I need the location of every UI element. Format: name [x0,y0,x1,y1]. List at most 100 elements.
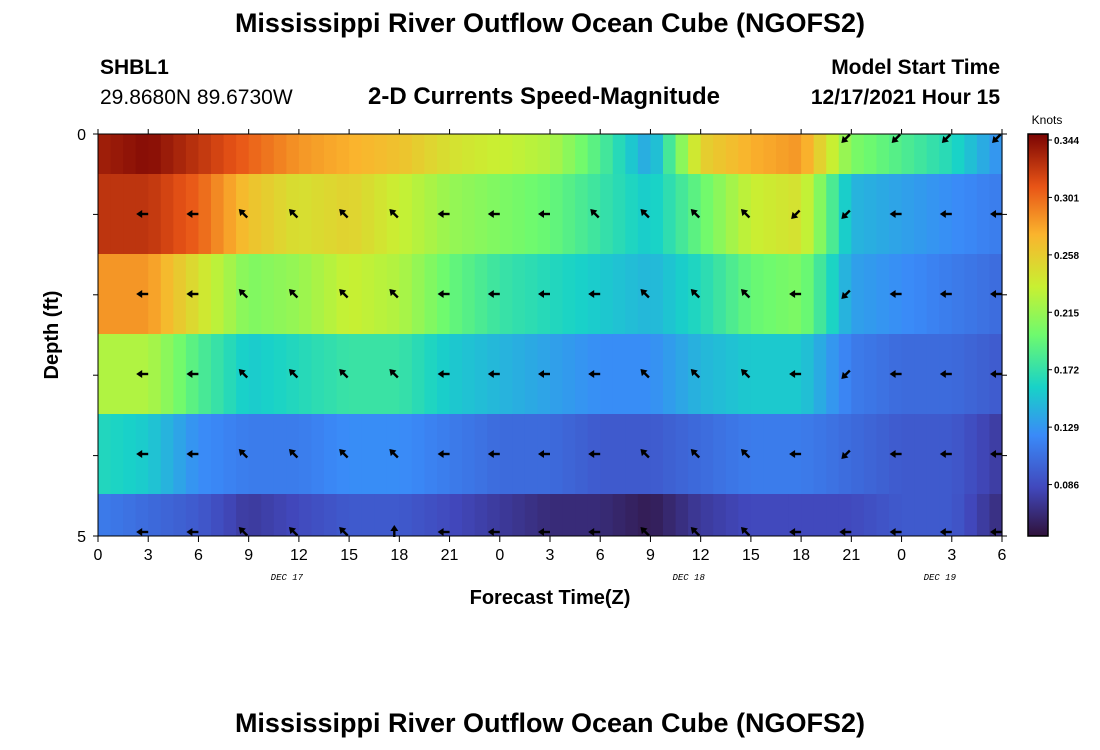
heatmap-cell [236,494,250,536]
heatmap-cell [625,494,639,536]
heatmap-cell [863,494,878,536]
heatmap-cell [650,494,664,536]
heatmap-cell [524,414,539,494]
heatmap-cell [98,134,112,174]
heatmap-cell [788,134,802,174]
heatmap-cell [110,254,124,334]
current-arrow [990,290,1002,298]
heatmap-cell [951,134,965,174]
x-tick-label: 0 [94,547,103,564]
heatmap-cell [838,134,852,174]
heatmap-cell [926,334,940,414]
current-arrow [389,449,399,459]
heatmap-cell [801,134,815,174]
heatmap-cell [575,414,589,494]
heatmap-cell [964,134,978,174]
heatmap-cell [198,254,212,334]
current-arrow [339,527,349,537]
heatmap-cell [587,134,601,174]
heatmap-cell [198,414,212,494]
heatmap-cell [512,134,526,174]
heatmap-cell [889,494,903,536]
current-arrow [740,449,751,459]
current-arrow [640,449,650,459]
heatmap-cell [663,174,677,254]
model-start-label: Model Start Time [831,56,1000,79]
heatmap-cell [211,494,225,536]
heatmap-cell [173,414,187,494]
current-arrow [939,210,952,218]
heatmap-cell [462,134,476,174]
current-arrow [538,370,550,378]
heatmap-cell [725,414,739,494]
current-arrow [487,450,500,458]
heatmap-cell [374,494,388,536]
current-arrow [487,370,500,378]
heatmap-cell [524,174,539,254]
heatmap-cell [600,174,614,254]
heatmap-cell [713,174,727,254]
heatmap-cell [185,134,200,174]
current-arrow [640,369,650,379]
colorbar-tick-label: 0.344 [1054,136,1079,147]
heatmap-cell [951,254,965,334]
heatmap-cell [324,254,338,334]
heatmap-cell [361,494,375,536]
heatmap-cell [399,174,413,254]
heatmap-cell [261,334,275,414]
heatmap-cell [449,414,463,494]
heatmap-cell [261,494,275,536]
heatmap-cell [110,414,124,494]
y-tick-label: 0 [77,127,86,144]
colorbar-tick-label: 0.215 [1054,308,1079,319]
heatmap-cell [562,334,576,414]
colorbar-tick-label: 0.258 [1054,251,1079,262]
current-arrow [939,370,952,378]
x-tick-label: 21 [842,547,860,564]
heatmap-cell [989,134,1003,174]
current-arrow [487,210,500,218]
heatmap-cell [298,494,313,536]
heatmap-cell [976,414,991,494]
heatmap-cell [675,334,689,414]
heatmap-cell [261,254,275,334]
current-arrow [889,210,902,218]
heatmap-cell [524,254,539,334]
heatmap-cell [223,254,237,334]
heatmap-cell [499,174,513,254]
heatmap-cell [449,494,463,536]
heatmap-cell [499,254,513,334]
heatmap-cell [926,254,940,334]
heatmap-cell [813,254,827,334]
heatmap-cell [688,494,702,536]
heatmap-cell [700,494,714,536]
current-arrow [740,369,751,379]
heatmap-cell [788,494,802,536]
heatmap-cell [98,494,112,536]
heatmap-cell [989,494,1003,536]
heatmap-cell [914,414,928,494]
heatmap-cell [813,334,827,414]
heatmap-cell [399,134,413,174]
heatmap-cell [211,254,225,334]
heatmap-cell [713,334,727,414]
heatmap-cell [449,334,463,414]
heatmap-cell [211,334,225,414]
heatmap-cell [926,174,940,254]
heatmap-cell [437,134,451,174]
heatmap-cell [650,174,664,254]
heatmap-cell [399,254,413,334]
current-arrow [136,210,149,218]
heatmap-cell [211,174,225,254]
heatmap-cell [424,334,438,414]
heatmap-cell [813,174,827,254]
heatmap-cell [148,174,162,254]
x-tick-label: 15 [340,547,358,564]
heatmap-cell [411,494,426,536]
heatmap-cell [298,174,313,254]
current-arrow [990,528,1002,536]
date-label: DEC 18 [672,573,705,583]
heatmap-cell [110,334,124,414]
heatmap-cell [361,174,375,254]
heatmap-cell [976,334,991,414]
